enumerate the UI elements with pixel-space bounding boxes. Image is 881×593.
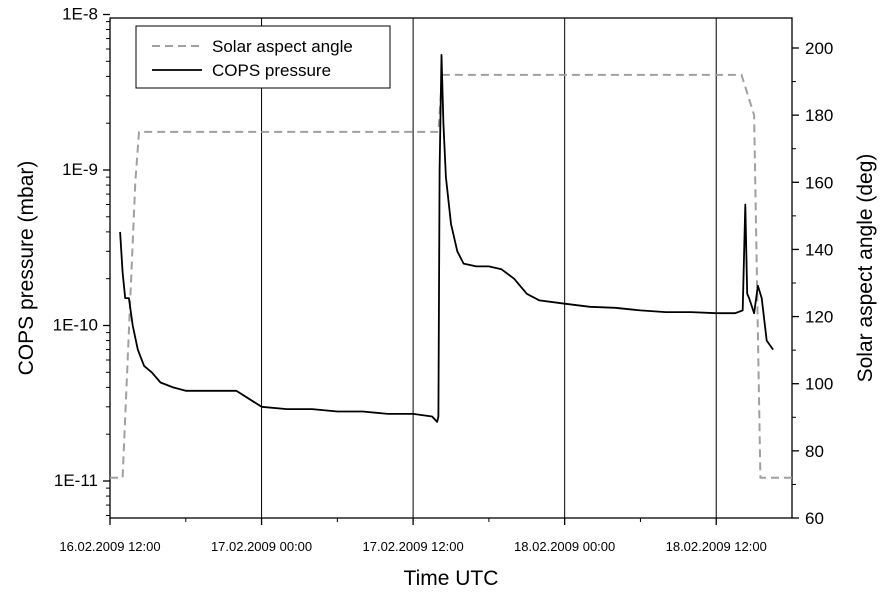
plot-frame <box>109 17 793 519</box>
y-right-tick-label: 160 <box>805 173 833 192</box>
x-tick-label: 17.02.2009 00:00 <box>211 539 312 554</box>
y-right-tick-label: 140 <box>805 240 833 259</box>
y-left-tick-label: 1E-8 <box>62 5 98 24</box>
y-right-tick-label: 120 <box>805 308 833 327</box>
x-tick-label: 18.02.2009 12:00 <box>666 539 767 554</box>
y-right-tick-label: 60 <box>805 509 824 528</box>
series-line-solar-aspect-angle <box>110 73 792 479</box>
y-left-axis: 1E-11 1E-10 1E-9 1E-8 <box>53 5 110 516</box>
y-right-axis-title: Solar aspect angle (deg) <box>854 154 877 383</box>
series-layer <box>110 54 792 479</box>
x-tick-label: 18.02.2009 00:00 <box>514 539 615 554</box>
x-tick-label: 16.02.2009 12:00 <box>59 539 160 554</box>
series-line-cops-pressure <box>119 54 774 423</box>
x-tick-label: 17.02.2009 12:00 <box>363 539 464 554</box>
y-right-tick-label: 100 <box>805 375 833 394</box>
y-right-tick-label: 200 <box>805 39 833 58</box>
y-left-axis-title: COPS pressure (mbar) <box>15 161 38 376</box>
legend-box <box>135 25 391 89</box>
plot-area <box>109 17 793 519</box>
legend: Solar aspect angle COPS pressure <box>135 25 391 89</box>
x-axis: 16.02.2009 12:00 17.02.2009 00:00 17.02.20… <box>59 518 767 554</box>
y-left-tick-label: 1E-9 <box>62 160 98 179</box>
vertical-gridlines <box>261 18 717 518</box>
legend-label-cops-pressure: COPS pressure <box>212 61 331 80</box>
y-right-tick-label: 180 <box>805 106 833 125</box>
legend-label-solar-aspect-angle: Solar aspect angle <box>212 37 353 56</box>
y-left-tick-label: 1E-11 <box>54 471 98 490</box>
y-left-tick-label: 1E-10 <box>53 316 98 335</box>
y-right-axis: 60 80 100 120 140 160 180 200 <box>792 39 833 528</box>
x-axis-title: Time UTC <box>404 567 499 590</box>
y-right-tick-label: 80 <box>805 442 824 461</box>
